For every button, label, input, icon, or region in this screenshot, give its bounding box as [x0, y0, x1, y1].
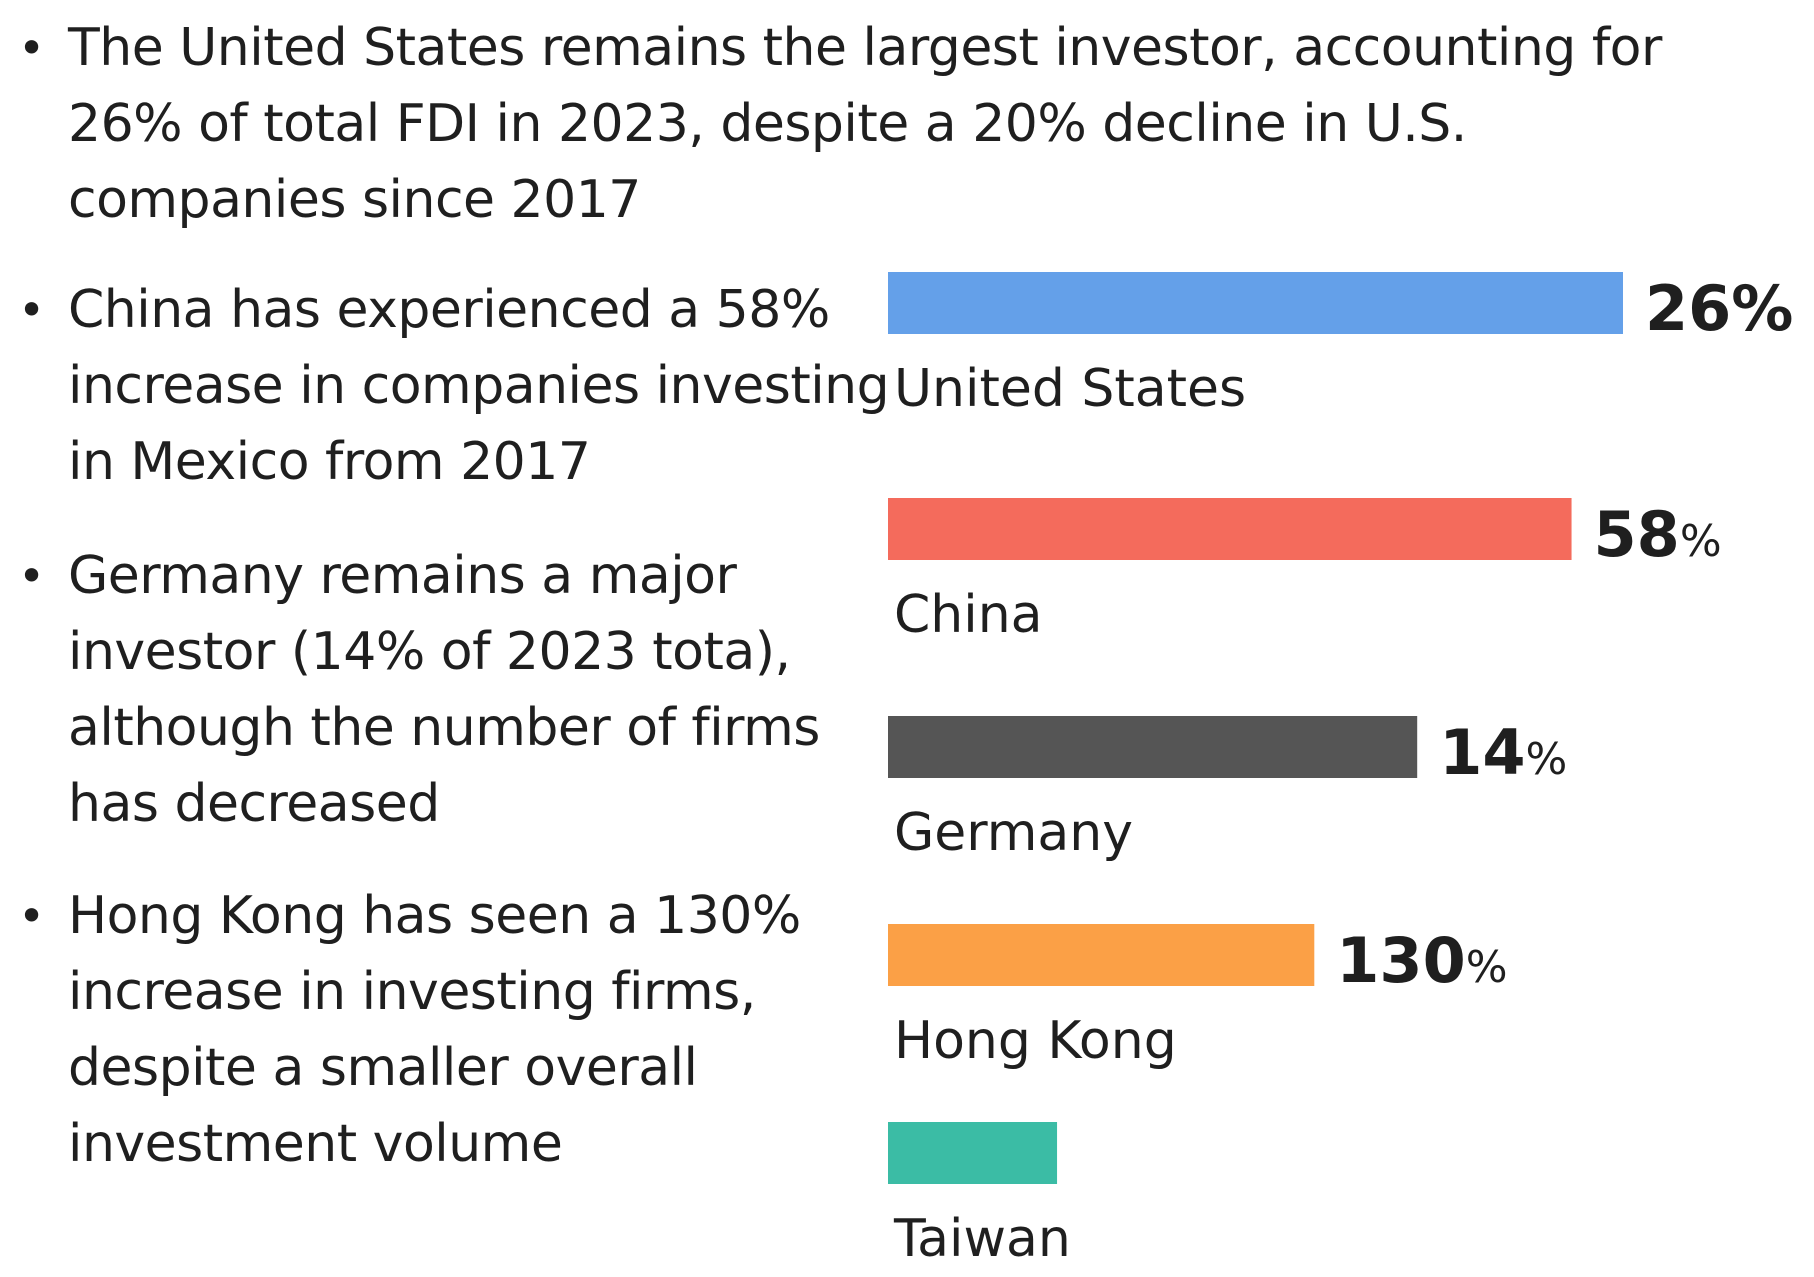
category-label-china: China	[894, 585, 1043, 645]
value-label-china: 58%	[1594, 498, 1722, 571]
bar-germany	[888, 716, 1418, 778]
category-label-germany: Germany	[894, 803, 1133, 863]
bullet-marker: •	[18, 21, 46, 75]
category-label-taiwan: Taiwan	[893, 1209, 1071, 1269]
bar-hong-kong	[888, 924, 1315, 986]
bullet-marker: •	[18, 283, 46, 337]
value-label-hong-kong: 130%	[1336, 924, 1507, 997]
bar-taiwan	[888, 1122, 1058, 1184]
bullet-marker: •	[18, 889, 46, 943]
category-label-hong-kong: Hong Kong	[894, 1011, 1177, 1071]
value-label-germany: 14%	[1439, 716, 1567, 789]
bar-chart: United States 26% China 58% Germany 14% Hong K…	[888, 272, 1793, 1269]
category-label-united-states: United States	[894, 359, 1246, 419]
bar-china	[888, 498, 1572, 560]
bullet-text: China has experienced a 58% increase in …	[68, 280, 890, 492]
bullet-text: Hong Kong has seen a 130% increase in in…	[68, 886, 801, 1174]
bullet-text: Germany remains a major investor (14% of…	[68, 546, 820, 834]
bar-united-states	[888, 272, 1623, 334]
bullet-text: The United States remains the largest in…	[68, 18, 1662, 230]
value-label-united-states: 26%	[1645, 272, 1793, 345]
bullet-marker: •	[18, 549, 46, 603]
